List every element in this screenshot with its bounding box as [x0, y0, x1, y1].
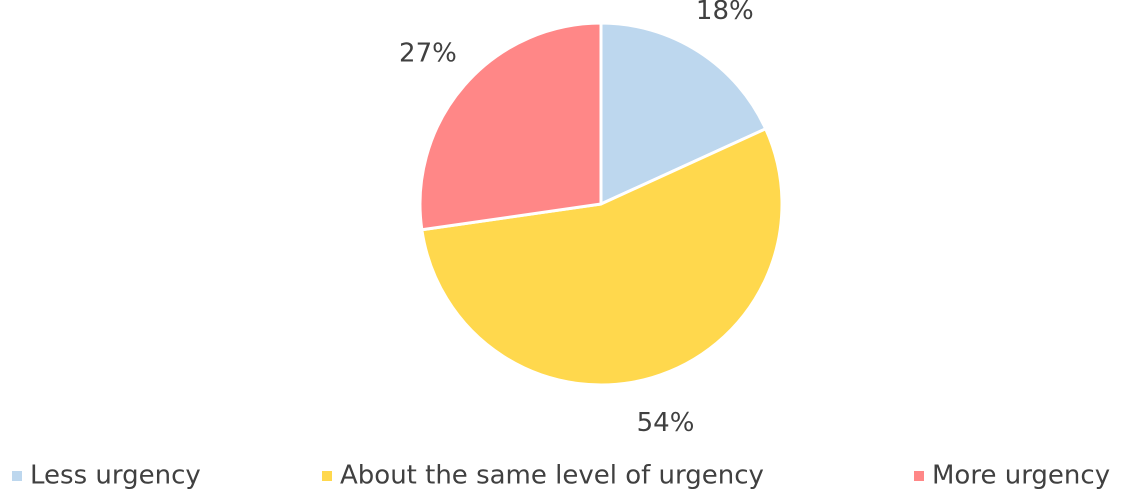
- legend-label: Less urgency: [30, 461, 201, 491]
- legend-swatch: [12, 471, 22, 481]
- pie-slice: [418, 21, 603, 232]
- legend-swatch: [914, 471, 924, 481]
- data-label: 54%: [637, 408, 695, 438]
- data-label: 18%: [696, 0, 754, 26]
- pie-slice: [599, 21, 768, 206]
- data-label: 27%: [399, 39, 457, 69]
- legend-swatch: [322, 471, 332, 481]
- pie-slice: [420, 127, 784, 387]
- legend-label: More urgency: [932, 461, 1110, 491]
- legend-label: About the same level of urgency: [340, 461, 764, 491]
